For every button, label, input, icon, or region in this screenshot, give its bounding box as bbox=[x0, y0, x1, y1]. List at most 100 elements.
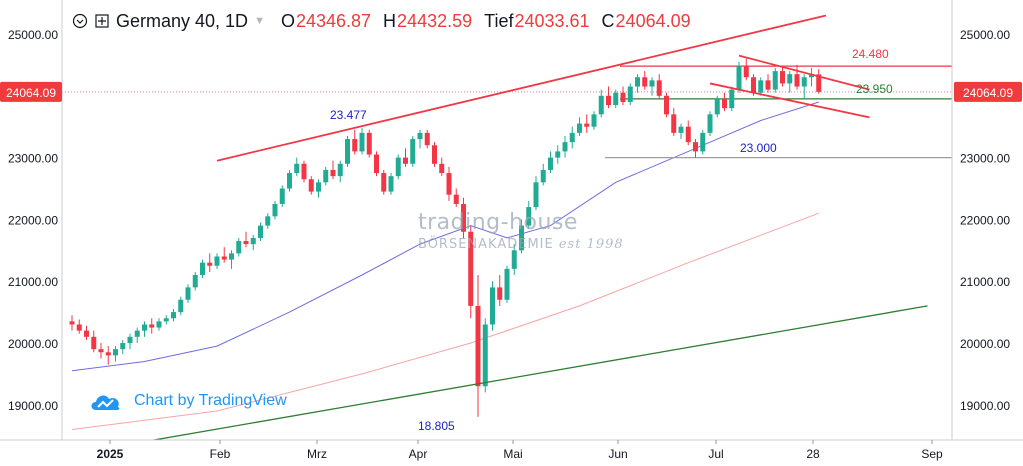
candle-body bbox=[664, 95, 669, 115]
trendlines bbox=[71, 14, 928, 455]
candle-body bbox=[468, 231, 474, 306]
x-tick-label: Feb bbox=[210, 447, 231, 461]
y-tick-label-right: 21000.00 bbox=[960, 275, 1010, 289]
candle-body bbox=[707, 114, 713, 133]
y-tick-label-right: 22000.00 bbox=[960, 213, 1010, 227]
candle-body bbox=[91, 336, 97, 350]
annotation-label: 18.805 bbox=[418, 419, 455, 433]
candle-body bbox=[403, 157, 408, 164]
candle-body bbox=[308, 179, 314, 192]
annotation-label: 23.950 bbox=[856, 82, 893, 96]
candle-body bbox=[337, 163, 343, 177]
candle-body bbox=[345, 139, 350, 164]
candle-body bbox=[352, 139, 358, 152]
candle-body bbox=[432, 145, 437, 164]
candle-body bbox=[417, 132, 423, 140]
x-tick-label: Mrz bbox=[307, 447, 327, 461]
high-label: H bbox=[383, 10, 397, 31]
x-tick-label: 2025 bbox=[97, 447, 124, 461]
y-tick-label-right: 19000.00 bbox=[960, 399, 1010, 413]
y-tick-label-left: 25000.00 bbox=[8, 28, 58, 42]
x-tick-label: Jul bbox=[708, 447, 723, 461]
trendline-wedge-bottom bbox=[709, 82, 870, 119]
candle-body bbox=[722, 98, 727, 109]
candle-body bbox=[772, 71, 778, 90]
candle-body bbox=[504, 268, 510, 300]
annotations: 23.477 18.805 23.000 24.480 23.950 bbox=[330, 47, 893, 433]
publisher-watermark: trading-house BÖRSENAKADEMIE est 1998 bbox=[418, 210, 624, 252]
annotation-label: 23.477 bbox=[330, 108, 367, 122]
annotation-label: 24.480 bbox=[852, 47, 889, 61]
y-tick-label-left: 20000.00 bbox=[8, 337, 58, 351]
candle-body bbox=[519, 225, 524, 251]
trendline-rising-upper bbox=[216, 14, 827, 162]
candle-body bbox=[200, 262, 205, 276]
last-price-tag-left bbox=[0, 81, 62, 102]
candle-body bbox=[178, 299, 184, 313]
price-axis-panel bbox=[952, 0, 1023, 466]
candle-body bbox=[497, 287, 503, 300]
y-tick-label-right: 25000.00 bbox=[960, 28, 1010, 42]
tradingview-watermark[interactable]: Chart by TradingView bbox=[88, 388, 287, 414]
candle-body bbox=[511, 250, 517, 269]
candle-body bbox=[163, 318, 169, 322]
candle-body bbox=[316, 182, 321, 192]
candle-body bbox=[446, 173, 452, 195]
high-value: 24432.59 bbox=[397, 10, 473, 31]
y-tick-label-right: 23000.00 bbox=[960, 152, 1010, 166]
candle-body bbox=[693, 142, 698, 152]
candle-body bbox=[765, 80, 771, 90]
candle-body bbox=[294, 163, 300, 174]
candle-body bbox=[207, 262, 213, 266]
compare-icon[interactable] bbox=[94, 13, 110, 29]
candle-body bbox=[395, 157, 401, 177]
candle-body bbox=[98, 349, 104, 353]
low-label: Tief bbox=[484, 10, 514, 31]
candle-body bbox=[214, 256, 220, 266]
candle-body bbox=[794, 74, 800, 87]
chart-header: Germany 40, 1D ▼ O 24346.87 H 24432.59 T… bbox=[72, 9, 703, 33]
last-price-tag-right bbox=[954, 81, 1022, 102]
open-label: O bbox=[280, 10, 295, 31]
candle-body bbox=[105, 352, 111, 356]
candle-body bbox=[656, 80, 662, 96]
candle-body bbox=[526, 207, 532, 226]
candle-body bbox=[171, 312, 176, 319]
annotation-label: 23.000 bbox=[740, 141, 777, 155]
candle-body bbox=[156, 321, 162, 328]
candle-body bbox=[287, 173, 292, 189]
last-price-label-left: 24064.09 bbox=[6, 86, 56, 100]
candle-body bbox=[809, 74, 814, 78]
candle-body bbox=[374, 154, 379, 174]
candle-body bbox=[69, 321, 75, 325]
collapse-icon[interactable] bbox=[72, 13, 88, 29]
y-tick-label-left: 22000.00 bbox=[8, 213, 58, 227]
trendline-long-channel bbox=[71, 305, 928, 455]
candle-body bbox=[642, 77, 648, 87]
candle-body bbox=[714, 98, 720, 115]
candle-body bbox=[562, 142, 568, 152]
candle-body bbox=[577, 123, 582, 133]
candle-body bbox=[627, 86, 633, 102]
candle-body bbox=[258, 225, 263, 238]
candle-body bbox=[685, 126, 691, 143]
low-value: 24033.61 bbox=[514, 10, 590, 31]
candle-body bbox=[250, 237, 256, 245]
chevron-down-icon[interactable]: ▼ bbox=[254, 15, 265, 27]
candle-body bbox=[453, 194, 459, 204]
moving-averages bbox=[71, 101, 819, 430]
symbol-title[interactable]: Germany 40, 1D bbox=[116, 10, 249, 31]
candle-body bbox=[700, 132, 706, 152]
candle-body bbox=[149, 324, 155, 328]
candle-body bbox=[671, 114, 677, 133]
last-price-label-right: 24064.09 bbox=[963, 86, 1013, 100]
close-value: 24064.09 bbox=[615, 10, 691, 31]
candle-body bbox=[410, 139, 416, 164]
candle-body bbox=[439, 163, 445, 174]
candle-body bbox=[323, 169, 329, 183]
y-tick-label-left: 19000.00 bbox=[8, 399, 58, 413]
candles bbox=[69, 58, 822, 417]
candle-body bbox=[533, 182, 539, 208]
